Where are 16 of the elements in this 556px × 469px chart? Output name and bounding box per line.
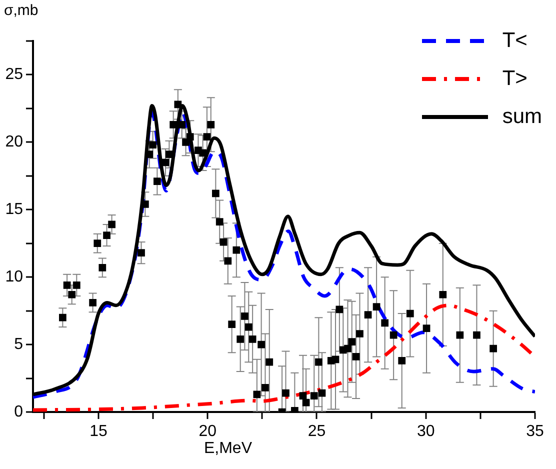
y-tick-label: 10 xyxy=(5,268,24,286)
y-tick-label: 20 xyxy=(5,134,24,151)
x-axis-title: E,MeV xyxy=(204,440,252,457)
y-axis-title: σ,mb xyxy=(4,2,38,19)
y-tick-label: 5 xyxy=(14,336,24,353)
x-tick-label: 35 xyxy=(526,423,544,440)
x-tick-label: 30 xyxy=(416,423,435,440)
legend-label: sum xyxy=(502,105,542,129)
y-tick-label: 0 xyxy=(14,403,24,420)
y-tick-label: 15 xyxy=(5,201,24,218)
x-tick-label: 20 xyxy=(198,423,217,440)
x-tick-label: 25 xyxy=(308,423,326,440)
x-tick-label: 15 xyxy=(90,423,108,440)
y-tick-label: 25 xyxy=(5,66,24,84)
legend-label: T< xyxy=(502,29,528,53)
legend-label: T> xyxy=(502,67,528,91)
